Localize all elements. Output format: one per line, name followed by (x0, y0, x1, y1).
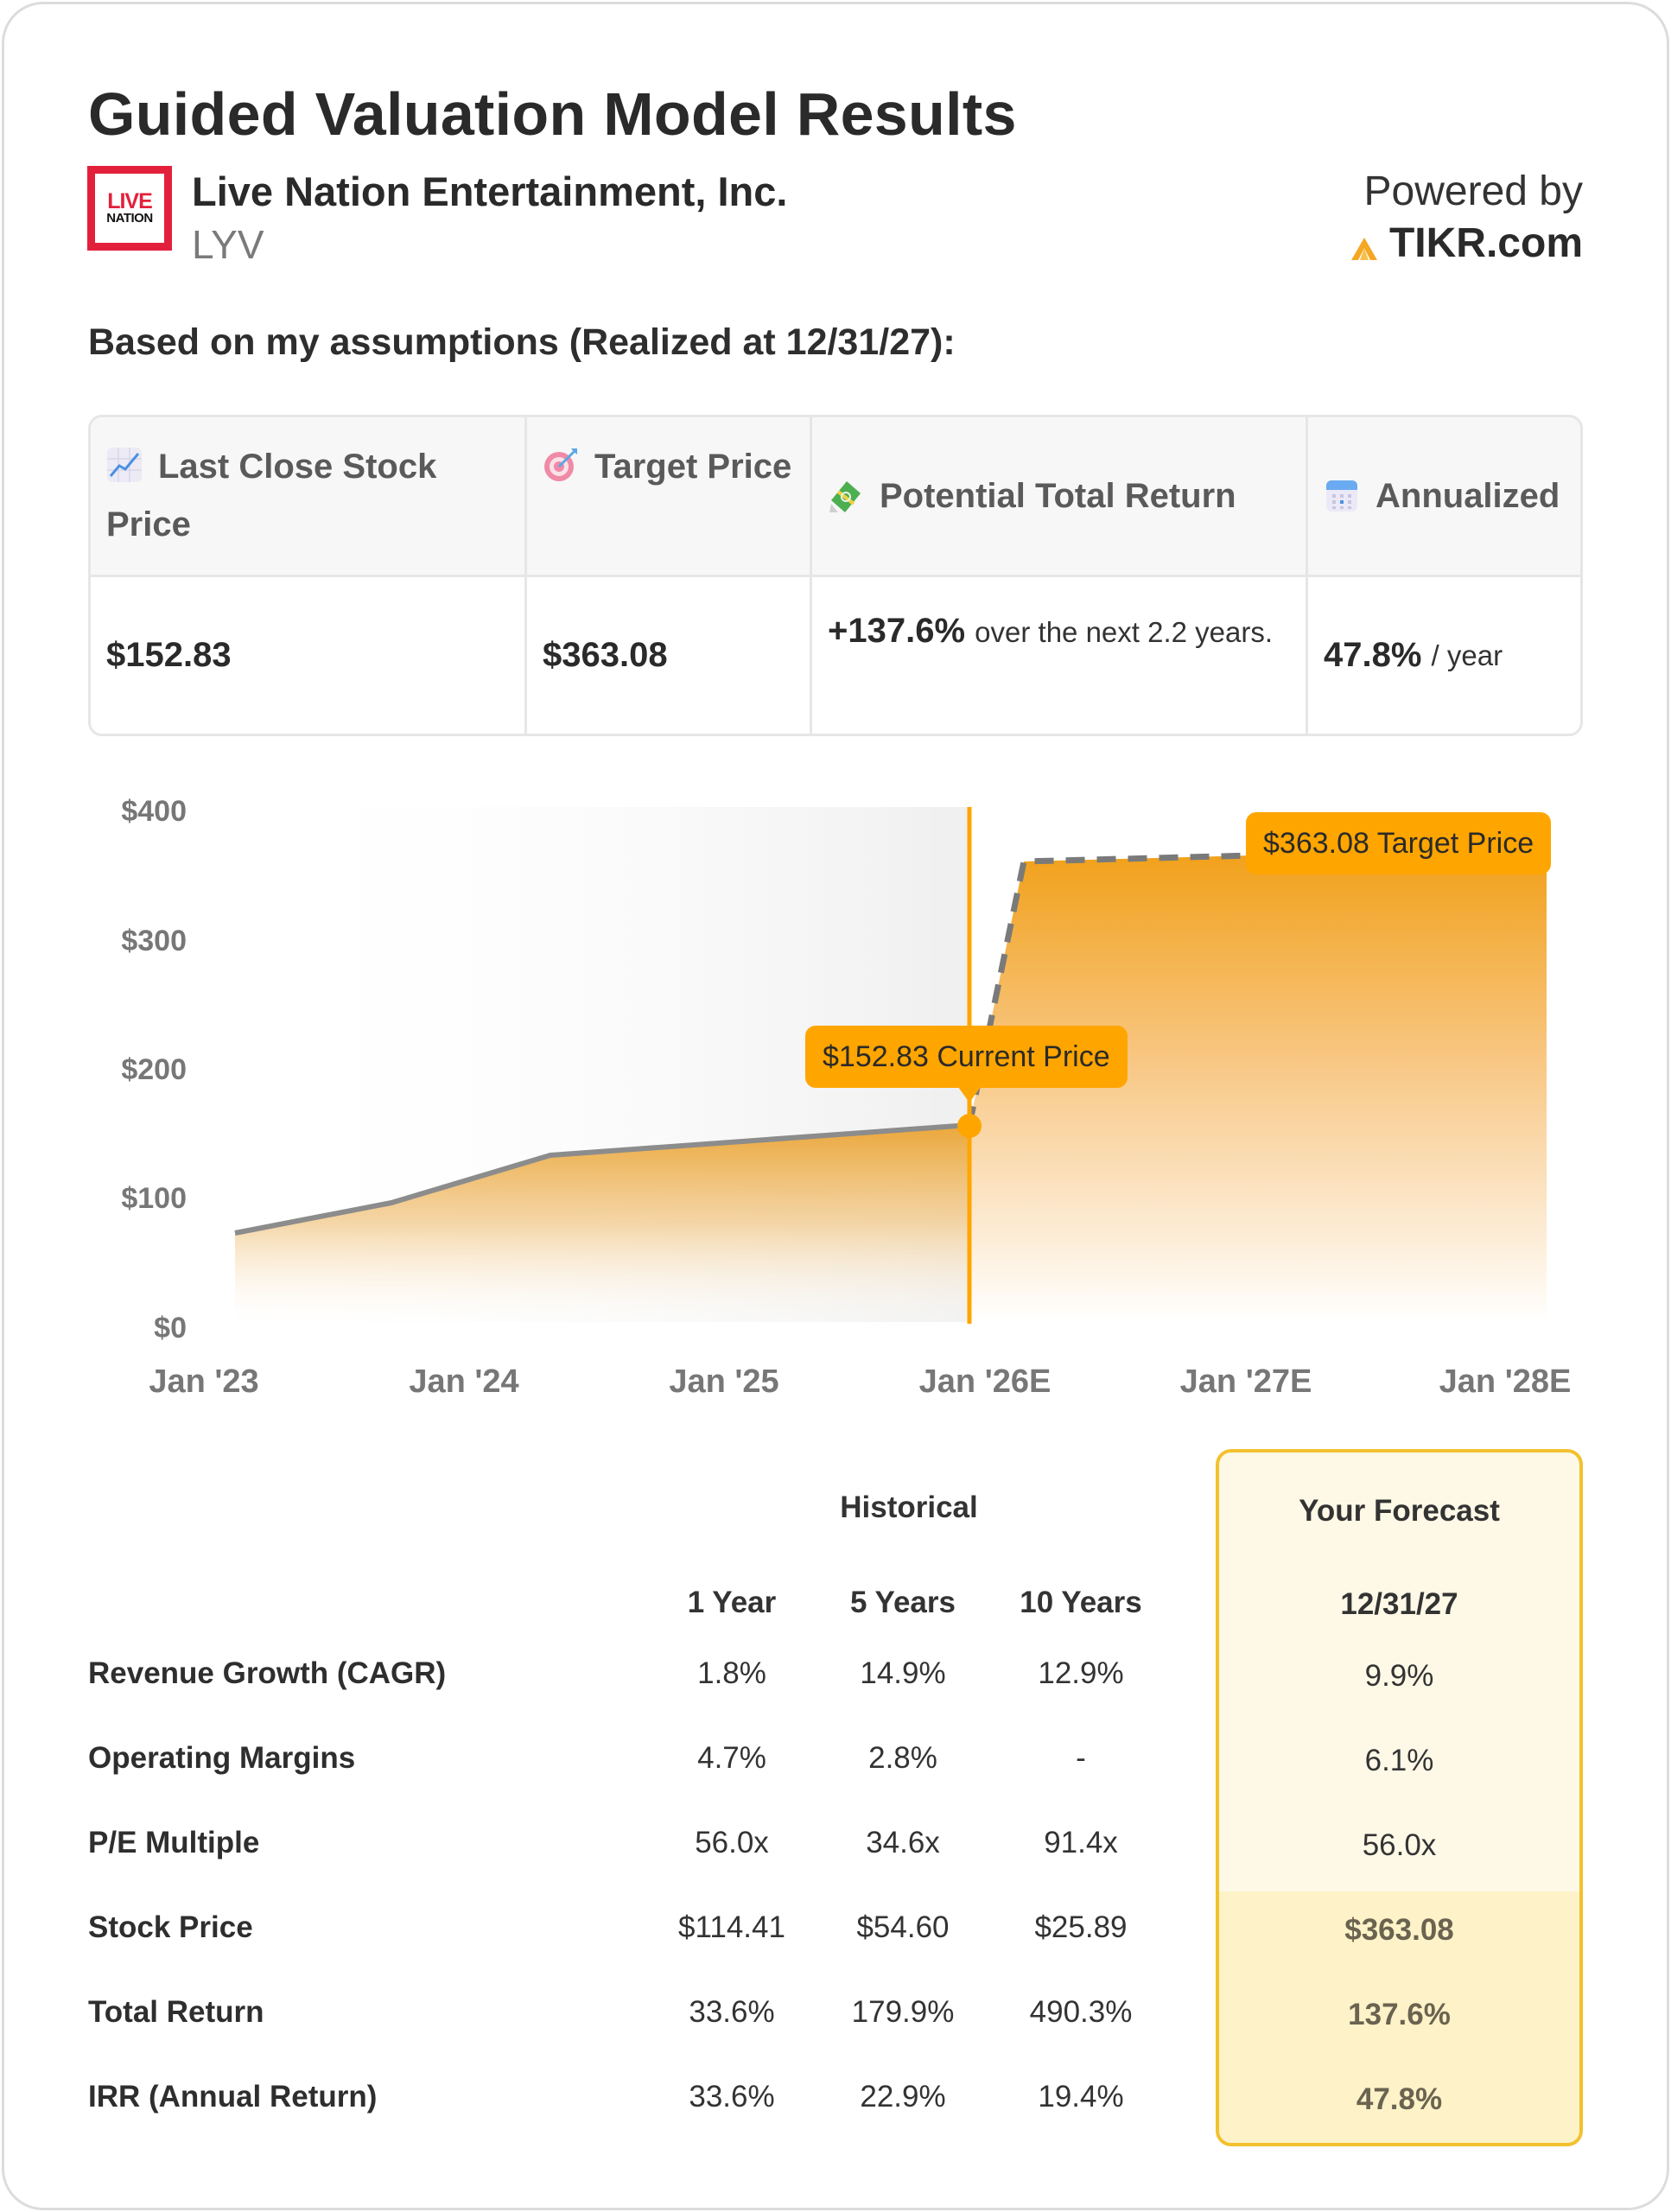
cell-10y: 19.4% (1038, 2080, 1124, 2113)
forecast-heading: Your Forecast (1299, 1494, 1500, 1528)
x-tick-jan-28e: Jan '28E (1439, 1363, 1572, 1400)
row-label: Revenue Growth (CAGR) (88, 1656, 447, 1690)
annualized-suffix: / year (1431, 639, 1503, 671)
cell-1y: 4.7% (697, 1741, 766, 1775)
y-tick-100: $100 (121, 1182, 187, 1215)
historical-heading: Historical (840, 1491, 978, 1524)
forecast-date: 12/31/27 (1340, 1587, 1458, 1621)
cell-1y: 33.6% (689, 2080, 775, 2113)
historical-line (234, 1122, 970, 1236)
tikr-brand[interactable]: TIKR.com (1350, 219, 1583, 267)
forecast-area (969, 849, 1547, 1322)
cell-5y: 179.9% (851, 1995, 955, 2029)
cell-1y: 56.0x (695, 1826, 769, 1859)
historical-area (235, 1125, 969, 1322)
page-title: Guided Valuation Model Results (88, 80, 1017, 148)
ticker-symbol: LYV (192, 222, 264, 267)
total-return-suffix: over the next 2.2 years. (975, 616, 1274, 648)
y-tick-0: $0 (154, 1312, 187, 1344)
target-icon (544, 448, 577, 481)
forecast-line (966, 852, 1254, 1126)
chart-increasing-icon (107, 448, 142, 482)
cell-5y: 14.9% (860, 1656, 946, 1690)
x-tick-jan-26e: Jan '26E (918, 1363, 1052, 1400)
powered-by-label: Powered by (1363, 168, 1583, 214)
header-label: Last Close Stock Price (106, 448, 437, 543)
cell-10y: $25.89 (1034, 1910, 1128, 1944)
row-label: P/E Multiple (88, 1826, 260, 1859)
row-label: Total Return (88, 1995, 264, 2029)
last-close-price: $152.83 (106, 636, 232, 674)
cell-10y: 91.4x (1044, 1826, 1118, 1859)
x-tick-jan-25: Jan '25 (669, 1363, 779, 1400)
y-tick-300: $300 (121, 925, 187, 957)
chart-canvas (234, 807, 1547, 1324)
cell-10y: 490.3% (1029, 1995, 1133, 2029)
company-logo: LIVE NATION (87, 166, 172, 251)
company-name: Live Nation Entertainment, Inc. (192, 168, 788, 214)
current-tag-pointer (956, 1084, 983, 1103)
header-last-close: Last Close Stock Price (91, 417, 527, 577)
x-tick-jan-24: Jan '24 (409, 1363, 519, 1400)
cell-1y: $114.41 (678, 1910, 785, 1944)
header-target-price: Target Price (527, 417, 812, 577)
cell-forecast: 6.1% (1364, 1744, 1434, 1777)
target-price: $363.08 (543, 636, 668, 674)
last-close-value: $152.83 (91, 577, 527, 734)
tikr-logo-icon (1350, 237, 1377, 260)
calendar-icon (1326, 480, 1357, 512)
target-price-tag: $363.08 Target Price (1246, 812, 1552, 874)
cell-5y: 22.9% (860, 2080, 946, 2113)
row-label: Stock Price (88, 1910, 253, 1944)
cell-5y: 34.6x (866, 1826, 940, 1859)
cell-10y: 12.9% (1038, 1656, 1124, 1690)
y-tick-400: $400 (121, 795, 187, 828)
col-5-years: 5 Years (850, 1586, 956, 1619)
current-price-dot (957, 1114, 982, 1138)
cell-forecast: 47.8% (1356, 2082, 1443, 2116)
cell-5y: $54.60 (856, 1910, 950, 1944)
assumptions-heading: Based on my assumptions (Realized at 12/… (88, 321, 956, 363)
annualized-value: 47.8% / year (1308, 577, 1580, 734)
x-tick-jan-23: Jan '23 (149, 1363, 259, 1400)
cell-1y: 33.6% (689, 1995, 775, 2029)
logo-text-nation: NATION (106, 211, 153, 226)
tikr-brand-text: TIKR.com (1388, 220, 1583, 266)
forecast-highlight-band (1219, 1891, 1579, 2143)
logo-text-live: LIVE (107, 189, 153, 213)
header-annualized: Annualized (1308, 417, 1580, 577)
cell-forecast: 9.9% (1364, 1659, 1434, 1693)
cell-10y: - (1076, 1741, 1086, 1775)
col-1-year: 1 Year (687, 1586, 777, 1619)
cell-5y: 2.8% (868, 1741, 937, 1775)
header-total-return: Potential Total Return (812, 417, 1308, 577)
total-return-percent: +137.6% (828, 612, 966, 650)
forecast-column (1216, 1449, 1583, 2146)
price-chart: $400 $300 $200 $100 $0 Jan '23 Jan '24 J… (0, 778, 1671, 1417)
row-label: IRR (Annual Return) (88, 2080, 378, 2113)
col-10-years: 10 Years (1020, 1586, 1142, 1619)
annualized-percent: 47.8% (1324, 636, 1422, 674)
y-tick-200: $200 (121, 1053, 187, 1086)
total-return-value: +137.6% over the next 2.2 years. (812, 577, 1308, 734)
cell-1y: 1.8% (697, 1656, 766, 1690)
cell-forecast: 137.6% (1348, 1998, 1451, 2031)
summary-table: Last Close Stock Price Target Price Pote… (88, 415, 1583, 736)
cell-forecast: $363.08 (1344, 1913, 1454, 1947)
target-price-value: $363.08 (527, 577, 812, 734)
current-price-tag: $152.83 Current Price (805, 1026, 1128, 1088)
row-label: Operating Margins (88, 1741, 356, 1775)
money-with-wings-icon (829, 481, 861, 512)
header-label: Potential Total Return (880, 476, 1236, 515)
cell-forecast: 56.0x (1362, 1828, 1437, 1862)
x-tick-jan-27e: Jan '27E (1179, 1363, 1312, 1400)
header-label: Annualized (1376, 476, 1560, 515)
header-label: Target Price (594, 448, 792, 486)
